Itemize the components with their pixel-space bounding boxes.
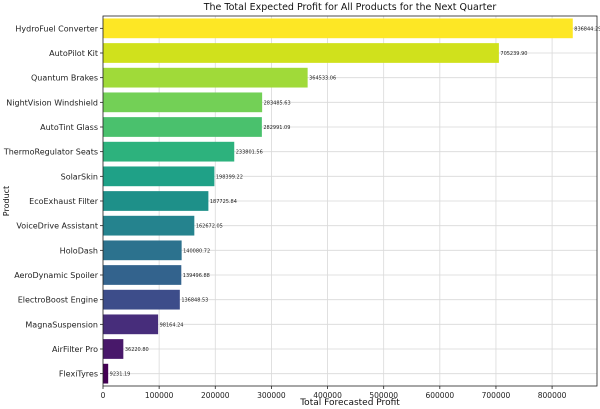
y-tick-label: AutoPilot Kit <box>49 49 98 58</box>
bar-value-label: 140080.72 <box>183 248 210 254</box>
bar <box>103 240 182 261</box>
y-axis-ticks: HydroFuel Converter AutoPilot Kit Quantum … <box>3 24 103 379</box>
bar-value-label: 36220.80 <box>125 347 149 353</box>
bar-value-label: 162672.05 <box>196 224 223 230</box>
bar-value-label: 233801.56 <box>236 150 263 156</box>
bar <box>103 265 182 285</box>
bar <box>103 92 263 113</box>
bar-value-label: 139496.88 <box>183 273 210 279</box>
y-axis-label: Product <box>2 186 11 216</box>
bar <box>103 117 262 137</box>
bar <box>103 141 235 162</box>
x-tick-label: 500000 <box>369 391 398 400</box>
x-tick-label: 600000 <box>425 391 454 400</box>
x-tick-label: 0 <box>101 391 106 400</box>
chart-title: The Total Expected Profit for All Produc… <box>203 2 497 13</box>
bar <box>103 339 124 359</box>
bar-value-label: 836844.29 <box>574 26 600 32</box>
bar-value-label: 282991.09 <box>263 125 290 131</box>
y-tick-label: Quantum Brakes <box>31 74 98 83</box>
bar-value-label: 364533.06 <box>309 76 336 82</box>
bar-value-label: 198399.22 <box>216 174 243 180</box>
bar-value-label: 136848.53 <box>181 298 208 304</box>
bar <box>103 363 109 384</box>
bar <box>103 314 159 335</box>
bar <box>103 43 499 63</box>
y-tick-label: SolarSkin <box>61 172 98 181</box>
bar-value-label: 283485.63 <box>264 100 291 106</box>
y-tick-label: AeroDynamic Spoiler <box>14 271 99 280</box>
bar <box>103 67 308 88</box>
plot-frame <box>102 15 598 387</box>
bar-value-label: 705239.90 <box>500 51 527 57</box>
bars <box>103 18 573 384</box>
bar-value-label: 98164.24 <box>160 322 184 328</box>
x-axis-label: Total Forecasted Profit <box>299 398 400 408</box>
x-tick-label: 400000 <box>313 391 342 400</box>
y-tick-label: ElectroBoost Engine <box>18 296 98 305</box>
y-tick-label: MagnaSuspension <box>25 320 98 329</box>
bar <box>103 215 195 236</box>
bar-value-label: 187725.84 <box>210 199 237 205</box>
y-tick-label: EcoExhaust Filter <box>29 197 99 206</box>
bar <box>103 289 180 310</box>
bar <box>103 191 209 211</box>
bar <box>103 18 573 39</box>
x-tick-label: 700000 <box>482 391 511 400</box>
y-tick-label: AutoTint Glass <box>40 123 98 132</box>
y-tick-label: FlexiTyres <box>59 370 98 379</box>
bar <box>103 166 215 187</box>
y-tick-label: AirFilter Pro <box>52 345 98 354</box>
x-axis-ticks: 0 100000 200000 300000 400000 500000 600000 700… <box>101 386 567 400</box>
y-tick-label: HydroFuel Converter <box>15 24 98 33</box>
y-tick-label: NightVision Windshield <box>6 98 98 107</box>
y-tick-label: HoloDash <box>60 246 98 255</box>
y-tick-label: ThermoRegulator Seats <box>3 148 98 157</box>
y-tick-label: VoiceDrive Assistant <box>16 222 98 231</box>
x-tick-label: 200000 <box>201 391 230 400</box>
bar-value-label: 9231.19 <box>110 372 131 378</box>
value-labels: 836844.29 705239.90 364533.06 283485.63 2829… <box>110 26 600 377</box>
x-tick-label: 800000 <box>538 391 567 400</box>
x-tick-label: 100000 <box>145 391 174 400</box>
x-tick-label: 300000 <box>257 391 286 400</box>
